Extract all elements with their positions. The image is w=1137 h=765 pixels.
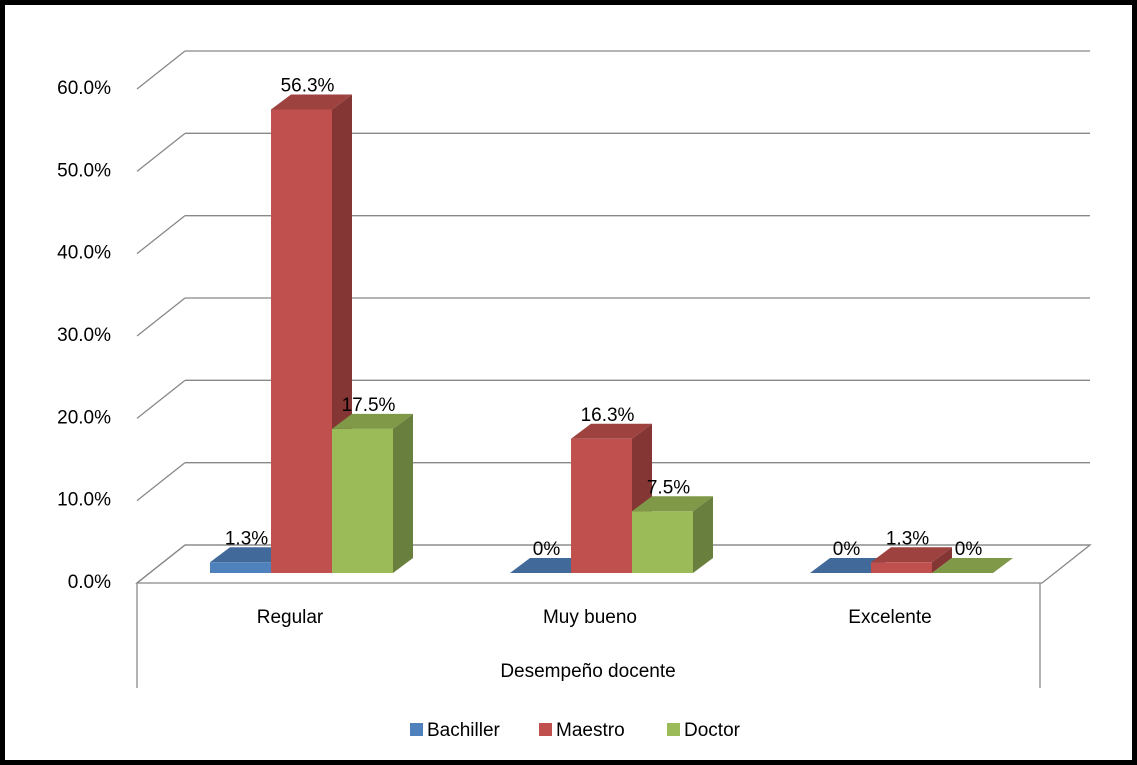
legend-label: Maestro (556, 720, 625, 741)
bar-top (871, 547, 952, 563)
bar (332, 413, 413, 573)
bar-front (332, 428, 393, 573)
x-axis-title: Desempeño docente (500, 661, 675, 682)
bar-front (871, 562, 932, 573)
bar (810, 558, 891, 573)
bar-front (571, 438, 632, 573)
x-tick-label: Muy bueno (543, 607, 637, 628)
legend-swatch (410, 723, 423, 736)
data-label: 7.5% (647, 477, 690, 498)
bar-top (810, 558, 891, 573)
bar-top (932, 558, 1013, 573)
bar-top (632, 496, 713, 512)
bar-top (332, 413, 413, 429)
data-label: 16.3% (581, 405, 635, 426)
legend-swatch (539, 723, 552, 736)
data-label: 0% (833, 539, 861, 560)
bar (571, 423, 652, 573)
y-tick-label: 50.0% (57, 160, 111, 181)
data-label: 0% (955, 539, 983, 560)
grid-line-side (136, 462, 186, 502)
bar-top (510, 558, 591, 573)
legend-label: Bachiller (427, 720, 501, 741)
bar-front (271, 109, 332, 574)
y-tick-label: 60.0% (57, 78, 111, 99)
bar-top (210, 547, 291, 563)
grid-line-side (136, 297, 186, 337)
data-label: 17.5% (342, 395, 396, 416)
data-label: 56.3% (281, 75, 335, 96)
bar (871, 547, 952, 573)
bar-front (632, 511, 693, 573)
x-tick-label: Excelente (848, 607, 931, 628)
y-tick-label: 20.0% (57, 407, 111, 428)
bar-side (393, 413, 413, 573)
grid-line-side (136, 215, 186, 255)
bar-side (932, 547, 952, 573)
y-tick-label: 30.0% (57, 325, 111, 346)
legend-swatch (667, 723, 680, 736)
bar-front (210, 562, 271, 573)
bar (510, 558, 591, 573)
y-tick-label: 10.0% (57, 490, 111, 511)
grid-line-side (136, 132, 186, 172)
legend-label: Doctor (684, 720, 741, 741)
grid-line-side (136, 379, 186, 419)
bar (632, 496, 713, 573)
bar-top (271, 94, 352, 110)
data-label: 1.3% (886, 528, 929, 549)
x-tick-label: Regular (257, 607, 324, 628)
grid-line-side (136, 50, 186, 90)
bar-side (693, 496, 713, 573)
y-tick-label: 40.0% (57, 243, 111, 264)
data-label: 1.3% (225, 528, 268, 549)
grid-line-side (136, 544, 186, 584)
bar-top (571, 423, 652, 439)
data-label: 0% (533, 539, 561, 560)
y-tick-label: 0.0% (68, 572, 111, 593)
bar (932, 558, 1013, 573)
